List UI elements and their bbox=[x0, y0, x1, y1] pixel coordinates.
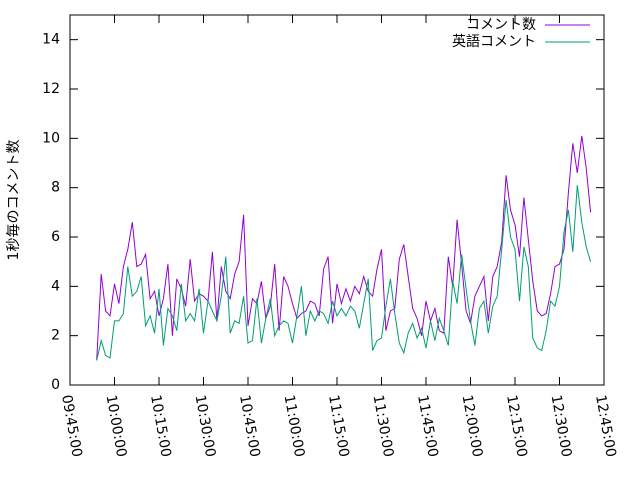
series-line bbox=[96, 185, 592, 361]
legend-label: 英語コメント bbox=[452, 33, 536, 50]
y-tick-label: 8 bbox=[51, 180, 60, 196]
x-tick-label: 10:00:00 bbox=[103, 394, 130, 459]
x-tick-label: 11:45:00 bbox=[414, 394, 441, 459]
y-tick-label: 12 bbox=[42, 81, 60, 97]
y-tick-label: 4 bbox=[51, 278, 60, 294]
x-tick-label: 10:15:00 bbox=[147, 394, 174, 459]
x-tick-label: 11:15:00 bbox=[325, 394, 352, 459]
plot-border bbox=[69, 14, 605, 386]
y-axis-label: 1秒毎のコメント数 bbox=[6, 140, 22, 261]
x-tick-label: 11:00:00 bbox=[281, 394, 308, 459]
legend-label: コメント数 bbox=[466, 17, 536, 33]
x-tick-label: 10:45:00 bbox=[236, 394, 263, 459]
x-tick-label: 12:30:00 bbox=[548, 394, 575, 459]
x-tick-label: 10:30:00 bbox=[192, 394, 219, 459]
y-tick-label: 14 bbox=[42, 32, 60, 48]
x-tick-label: 12:15:00 bbox=[503, 394, 530, 459]
y-tick-label: 6 bbox=[51, 229, 60, 245]
y-tick-label: 10 bbox=[42, 130, 60, 146]
x-tick-label: 12:00:00 bbox=[459, 394, 486, 459]
y-tick-label: 0 bbox=[51, 377, 60, 393]
x-tick-label: 11:30:00 bbox=[370, 394, 397, 459]
y-tick-label: 2 bbox=[51, 328, 60, 344]
x-tick-label: 09:45:00 bbox=[58, 394, 85, 459]
x-tick-label: 12:45:00 bbox=[592, 394, 619, 459]
series-line bbox=[96, 135, 592, 361]
